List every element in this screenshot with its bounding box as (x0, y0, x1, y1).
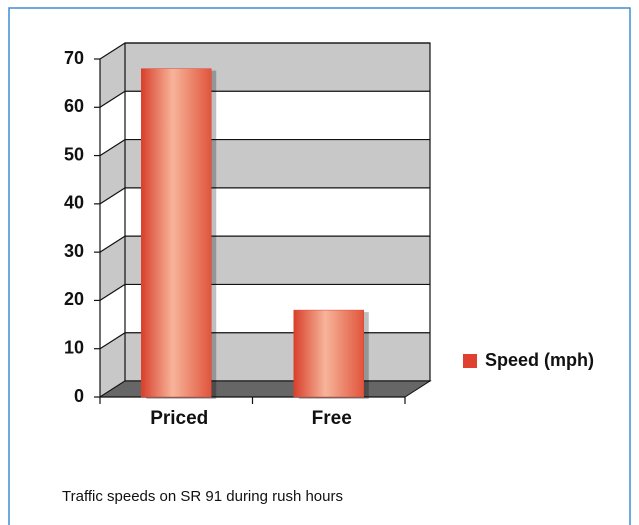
y-tick-label: 20 (64, 289, 84, 309)
x-tick-label: Priced (150, 408, 208, 429)
legend-label: Speed (mph) (485, 350, 594, 370)
side-band (100, 236, 125, 301)
side-grid-line (99, 235, 126, 253)
y-tick-label: 10 (64, 337, 84, 357)
y-tick-label: 70 (64, 48, 84, 68)
side-grid-line (99, 332, 126, 350)
side-band (100, 187, 125, 253)
side-grid-line (99, 283, 126, 301)
side-band (100, 43, 125, 108)
x-tick-label: Free (312, 408, 352, 429)
y-tick-label: 50 (64, 144, 84, 164)
side-grid-line (99, 187, 126, 205)
side-band (100, 91, 125, 156)
y-tick-label: 0 (74, 386, 84, 406)
y-tick-label: 30 (64, 241, 84, 261)
side-grid-line (99, 90, 126, 108)
bar (293, 309, 364, 398)
side-grid-line (99, 42, 126, 60)
side-band (100, 332, 125, 397)
side-band (100, 139, 125, 204)
y-tick-label: 40 (64, 193, 84, 213)
y-tick-label: 60 (64, 96, 84, 116)
legend-swatch (463, 354, 477, 368)
bar (141, 68, 212, 398)
caption: Traffic speeds on SR 91 during rush hour… (62, 488, 343, 505)
side-grid-line (99, 139, 126, 157)
side-band (100, 284, 125, 349)
